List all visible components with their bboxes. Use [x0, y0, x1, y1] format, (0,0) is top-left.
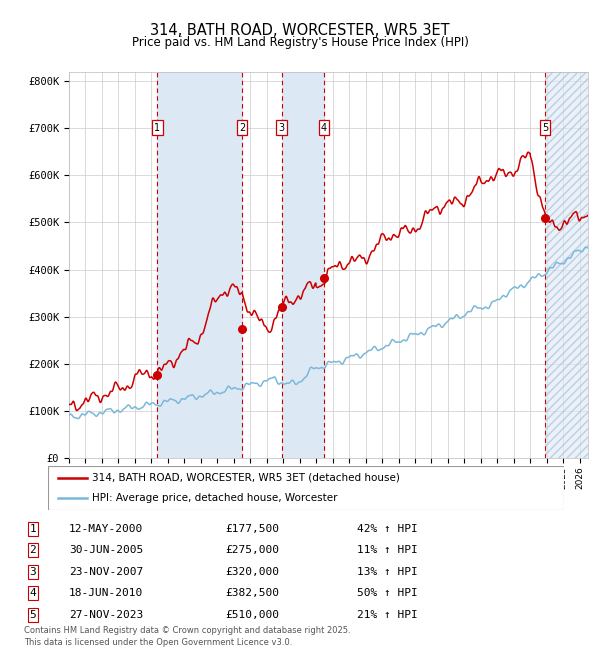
Text: 18-JUN-2010: 18-JUN-2010 [69, 588, 143, 598]
Bar [157, 72, 242, 458]
Text: £177,500: £177,500 [225, 524, 279, 534]
Text: 5: 5 [542, 123, 548, 133]
Text: Contains HM Land Registry data © Crown copyright and database right 2025.
This d: Contains HM Land Registry data © Crown c… [24, 626, 350, 647]
Text: 12-MAY-2000: 12-MAY-2000 [69, 524, 143, 534]
Text: 30-JUN-2005: 30-JUN-2005 [69, 545, 143, 555]
Text: 42% ↑ HPI: 42% ↑ HPI [357, 524, 418, 534]
Text: Price paid vs. HM Land Registry's House Price Index (HPI): Price paid vs. HM Land Registry's House … [131, 36, 469, 49]
Text: 2: 2 [29, 545, 37, 555]
Text: £320,000: £320,000 [225, 567, 279, 577]
Text: HPI: Average price, detached house, Worcester: HPI: Average price, detached house, Worc… [92, 493, 337, 503]
Text: £275,000: £275,000 [225, 545, 279, 555]
Bar [545, 72, 588, 458]
Text: 5: 5 [29, 610, 37, 619]
Bar [281, 72, 324, 458]
Text: £510,000: £510,000 [225, 610, 279, 619]
Text: 314, BATH ROAD, WORCESTER, WR5 3ET: 314, BATH ROAD, WORCESTER, WR5 3ET [150, 23, 450, 38]
Text: 3: 3 [278, 123, 284, 133]
Text: 2: 2 [239, 123, 245, 133]
Text: £382,500: £382,500 [225, 588, 279, 598]
Text: 13% ↑ HPI: 13% ↑ HPI [357, 567, 418, 577]
Text: 21% ↑ HPI: 21% ↑ HPI [357, 610, 418, 619]
Text: 4: 4 [29, 588, 37, 598]
Text: 23-NOV-2007: 23-NOV-2007 [69, 567, 143, 577]
Text: 3: 3 [29, 567, 37, 577]
Text: 27-NOV-2023: 27-NOV-2023 [69, 610, 143, 619]
Text: 50% ↑ HPI: 50% ↑ HPI [357, 588, 418, 598]
Text: 314, BATH ROAD, WORCESTER, WR5 3ET (detached house): 314, BATH ROAD, WORCESTER, WR5 3ET (deta… [92, 473, 400, 483]
Text: 1: 1 [154, 123, 160, 133]
Text: 4: 4 [320, 123, 327, 133]
Text: 1: 1 [29, 524, 37, 534]
Text: 11% ↑ HPI: 11% ↑ HPI [357, 545, 418, 555]
